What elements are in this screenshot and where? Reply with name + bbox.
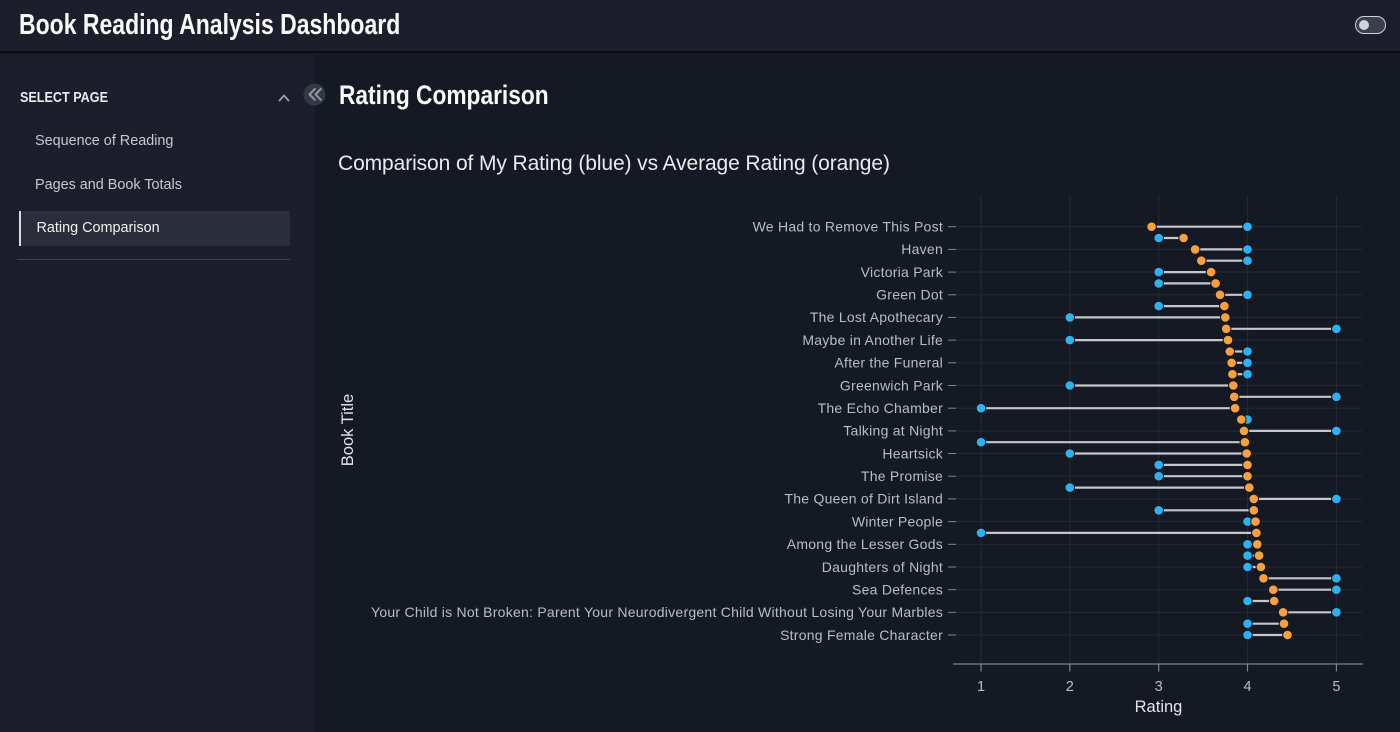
svg-text:Green Dot: Green Dot	[876, 287, 943, 303]
svg-text:Talking at Night: Talking at Night	[843, 423, 943, 439]
svg-text:After the Funeral: After the Funeral	[834, 355, 943, 371]
svg-text:The Queen of Dirt Island: The Queen of Dirt Island	[784, 491, 943, 507]
svg-text:We Had to Remove This Post: We Had to Remove This Post	[753, 219, 943, 235]
svg-text:4: 4	[1243, 679, 1251, 695]
svg-text:5: 5	[1332, 679, 1340, 695]
svg-text:2: 2	[1066, 679, 1074, 695]
svg-text:The Lost Apothecary: The Lost Apothecary	[810, 309, 943, 325]
svg-text:Greenwich Park: Greenwich Park	[840, 377, 944, 393]
svg-text:1: 1	[977, 679, 985, 695]
svg-text:Maybe in Another Life: Maybe in Another Life	[802, 332, 943, 348]
svg-text:Rating: Rating	[1135, 698, 1183, 716]
svg-text:The Promise: The Promise	[861, 468, 943, 484]
svg-text:Strong Female Character: Strong Female Character	[780, 627, 943, 643]
svg-text:Victoria Park: Victoria Park	[861, 264, 944, 280]
svg-text:Among the Lesser Gods: Among the Lesser Gods	[787, 536, 943, 552]
svg-text:Book Title: Book Title	[339, 394, 357, 466]
svg-text:Your Child is Not Broken: Pare: Your Child is Not Broken: Parent Your Ne…	[371, 604, 943, 620]
svg-text:Heartsick: Heartsick	[882, 445, 943, 461]
svg-text:Haven: Haven	[901, 241, 943, 257]
svg-text:Sea Defences: Sea Defences	[852, 582, 943, 598]
svg-text:The Echo Chamber: The Echo Chamber	[818, 400, 943, 416]
svg-text:Winter People: Winter People	[852, 513, 943, 529]
svg-text:3: 3	[1155, 679, 1163, 695]
svg-text:Daughters of Night: Daughters of Night	[822, 559, 943, 575]
